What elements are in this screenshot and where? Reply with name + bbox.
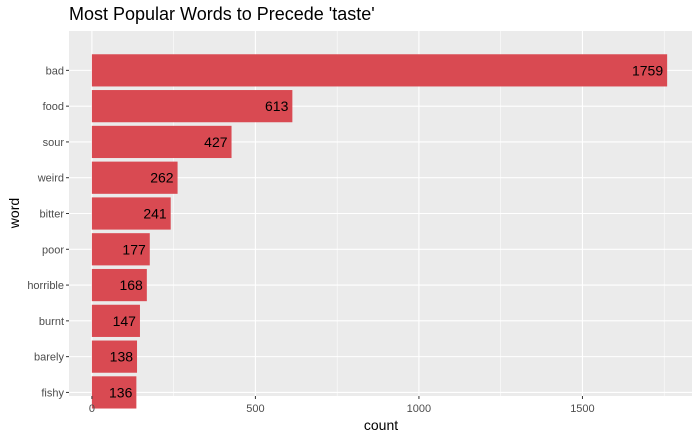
y-tick-label-burnt: burnt [39,316,64,328]
chart-title: Most Popular Words to Precede 'taste' [69,4,375,24]
data-label-horrible: 168 [119,277,143,293]
data-label-sour: 427 [204,134,228,150]
y-tick-label-food: food [43,101,64,113]
bars [91,54,668,409]
y-tick-label-sour: sour [43,137,65,149]
data-label-weird: 262 [150,170,174,186]
x-tick-label-0: 0 [89,403,95,415]
data-label-food: 613 [265,98,289,114]
y-axis-ticks: bad food sour weird bitter poor horrible burnt b… [27,65,69,399]
x-tick-label-1500: 1500 [570,403,594,415]
data-label-fishy: 136 [109,384,133,400]
data-labels: 1759 613 427 262 241 177 168 147 138 136 [109,62,663,400]
bar-poor [91,233,150,266]
x-tick-label-500: 500 [246,403,264,415]
x-axis-title: count [364,417,398,433]
bar-fishy [91,376,137,409]
data-label-barely: 138 [110,349,134,365]
x-tick-label-1000: 1000 [407,403,431,415]
x-axis-ticks: 0 500 1000 1500 [89,396,595,415]
data-label-bad: 1759 [632,62,663,78]
bar-weird [91,161,178,194]
y-tick-label-weird: weird [37,173,64,185]
y-tick-label-bad: bad [46,65,64,77]
bar-bad [91,54,668,87]
data-label-bitter: 241 [143,206,167,222]
bar-burnt [91,304,140,337]
bar-food [91,90,293,123]
y-axis-title: word [6,198,22,229]
data-label-burnt: 147 [113,313,137,329]
bar-horrible [91,268,147,302]
y-tick-label-poor: poor [42,244,64,256]
y-tick-label-bitter: bitter [40,209,65,221]
y-tick-label-horrible: horrible [27,280,64,292]
bar-bitter [91,197,171,230]
bar-sour [91,125,232,159]
y-tick-label-fishy: fishy [41,387,64,399]
y-tick-label-barely: barely [34,352,64,364]
bar-barely [91,340,138,373]
data-label-poor: 177 [122,241,146,257]
